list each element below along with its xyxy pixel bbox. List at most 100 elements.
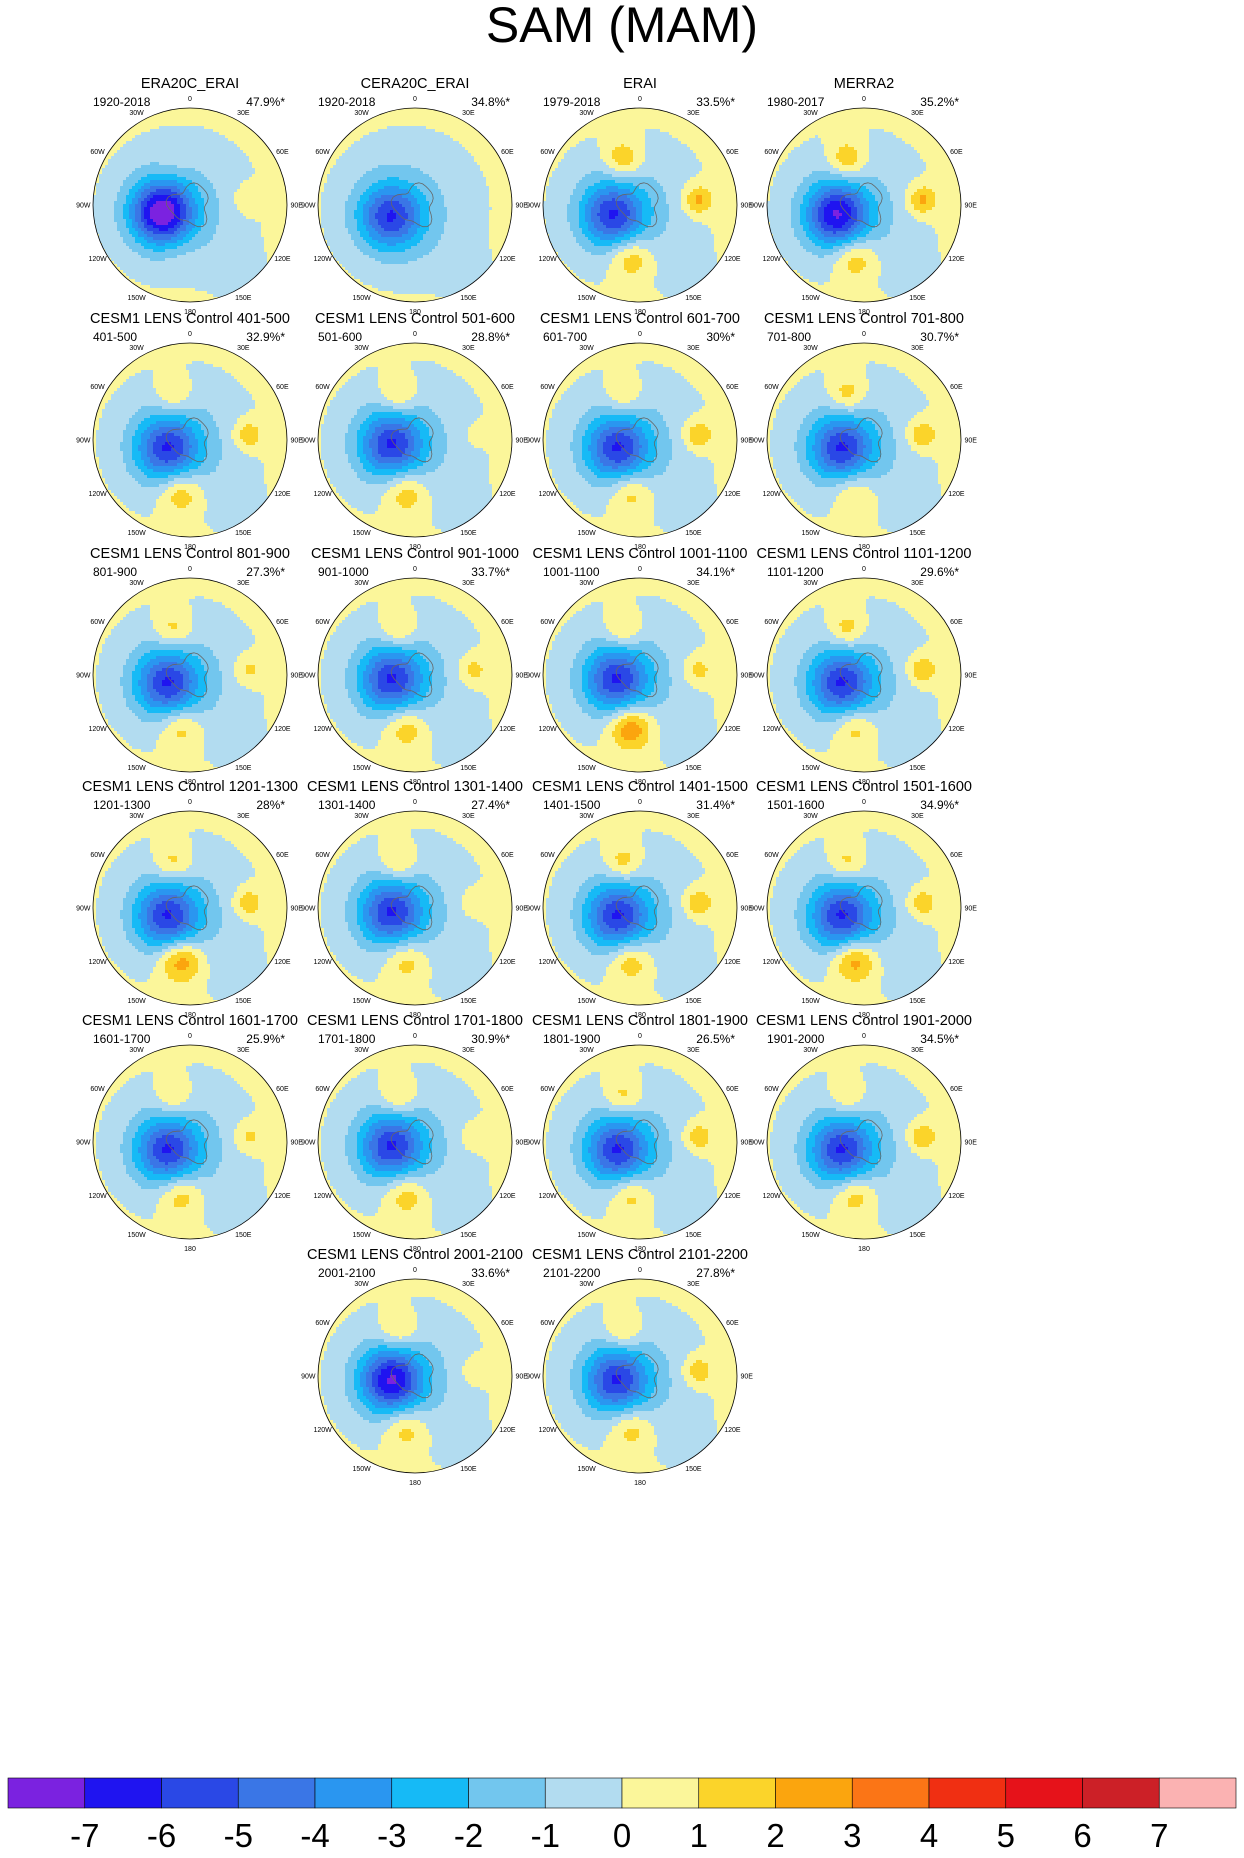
field-cell xyxy=(279,186,282,189)
field-cell xyxy=(240,234,243,237)
field-cell xyxy=(495,165,498,168)
field-cell xyxy=(273,195,276,198)
field-cell xyxy=(504,186,507,189)
field-cell xyxy=(114,195,117,198)
field-cell xyxy=(141,156,144,159)
field-cell xyxy=(249,195,252,198)
field-cell xyxy=(447,171,450,174)
field-cell xyxy=(159,120,162,123)
field-cell xyxy=(216,213,219,216)
field-cell xyxy=(219,237,222,240)
field-cell xyxy=(405,177,408,180)
field-cell xyxy=(147,252,150,255)
field-cell xyxy=(219,150,222,153)
field-cell xyxy=(234,216,237,219)
field-cell xyxy=(453,138,456,141)
field-cell xyxy=(354,165,357,168)
field-cell xyxy=(399,132,402,135)
field-cell xyxy=(117,156,120,159)
field-cell xyxy=(168,144,171,147)
field-cell xyxy=(252,168,255,171)
field-cell xyxy=(222,180,225,183)
field-cell xyxy=(381,168,384,171)
field-cell xyxy=(153,222,156,225)
field-cell xyxy=(219,216,222,219)
longitude-tick-label: 30E xyxy=(237,110,250,117)
field-cell xyxy=(204,156,207,159)
field-cell xyxy=(171,285,174,288)
field-cell xyxy=(150,159,153,162)
field-cell xyxy=(357,144,360,147)
field-cell xyxy=(243,150,246,153)
field-cell xyxy=(327,195,330,198)
field-cell xyxy=(243,234,246,237)
field-cell xyxy=(426,159,429,162)
field-cell xyxy=(468,156,471,159)
field-cell xyxy=(354,147,357,150)
field-cell xyxy=(180,297,183,300)
field-cell xyxy=(228,120,231,123)
field-cell xyxy=(264,168,267,171)
field-cell xyxy=(123,150,126,153)
field-cell xyxy=(264,165,267,168)
field-cell xyxy=(204,129,207,132)
field-cell xyxy=(345,144,348,147)
field-cell xyxy=(114,252,117,255)
field-cell xyxy=(255,192,258,195)
field-cell xyxy=(141,132,144,135)
field-cell xyxy=(219,261,222,264)
field-cell xyxy=(399,162,402,165)
field-cell xyxy=(237,162,240,165)
field-cell xyxy=(453,186,456,189)
field-cell xyxy=(177,183,180,186)
field-cell xyxy=(189,168,192,171)
field-cell xyxy=(468,141,471,144)
field-cell xyxy=(468,138,471,141)
field-cell xyxy=(195,156,198,159)
field-cell xyxy=(423,195,426,198)
field-cell xyxy=(111,150,114,153)
field-cell xyxy=(132,171,135,174)
field-cell xyxy=(126,165,129,168)
field-cell xyxy=(369,156,372,159)
field-cell xyxy=(249,264,252,267)
field-cell xyxy=(363,132,366,135)
field-cell xyxy=(156,168,159,171)
field-cell xyxy=(423,153,426,156)
field-cell xyxy=(378,165,381,168)
field-cell xyxy=(399,150,402,153)
field-cell xyxy=(213,240,216,243)
field-cell xyxy=(222,240,225,243)
field-cell xyxy=(249,237,252,240)
field-cell xyxy=(231,219,234,222)
field-cell xyxy=(234,147,237,150)
field-cell xyxy=(171,246,174,249)
field-cell xyxy=(141,174,144,177)
field-cell xyxy=(213,270,216,273)
field-cell xyxy=(393,129,396,132)
field-cell xyxy=(273,237,276,240)
field-cell xyxy=(105,195,108,198)
field-cell xyxy=(237,177,240,180)
field-cell xyxy=(228,282,231,285)
field-cell xyxy=(468,150,471,153)
field-cell xyxy=(441,174,444,177)
field-cell xyxy=(159,156,162,159)
field-cell xyxy=(138,240,141,243)
field-cell xyxy=(207,243,210,246)
field-cell xyxy=(129,216,132,219)
field-cell xyxy=(147,264,150,267)
field-cell xyxy=(132,198,135,201)
field-cell xyxy=(432,180,435,183)
field-cell xyxy=(366,138,369,141)
field-cell xyxy=(255,180,258,183)
field-cell xyxy=(393,150,396,153)
field-cell xyxy=(384,144,387,147)
field-cell xyxy=(138,237,141,240)
field-cell xyxy=(204,282,207,285)
field-cell xyxy=(186,207,189,210)
field-cell xyxy=(216,246,219,249)
field-cell xyxy=(108,222,111,225)
field-cell xyxy=(150,273,153,276)
field-cell xyxy=(441,138,444,141)
